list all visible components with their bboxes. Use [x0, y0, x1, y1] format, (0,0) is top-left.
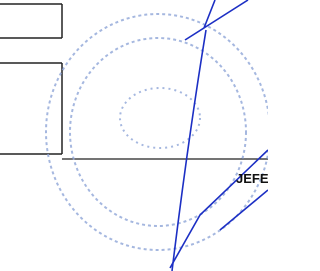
stamp	[46, 14, 268, 250]
signature-label: JEFE	[236, 171, 268, 186]
document-fragment: JEFE	[0, 0, 268, 271]
table-edge	[0, 4, 62, 154]
